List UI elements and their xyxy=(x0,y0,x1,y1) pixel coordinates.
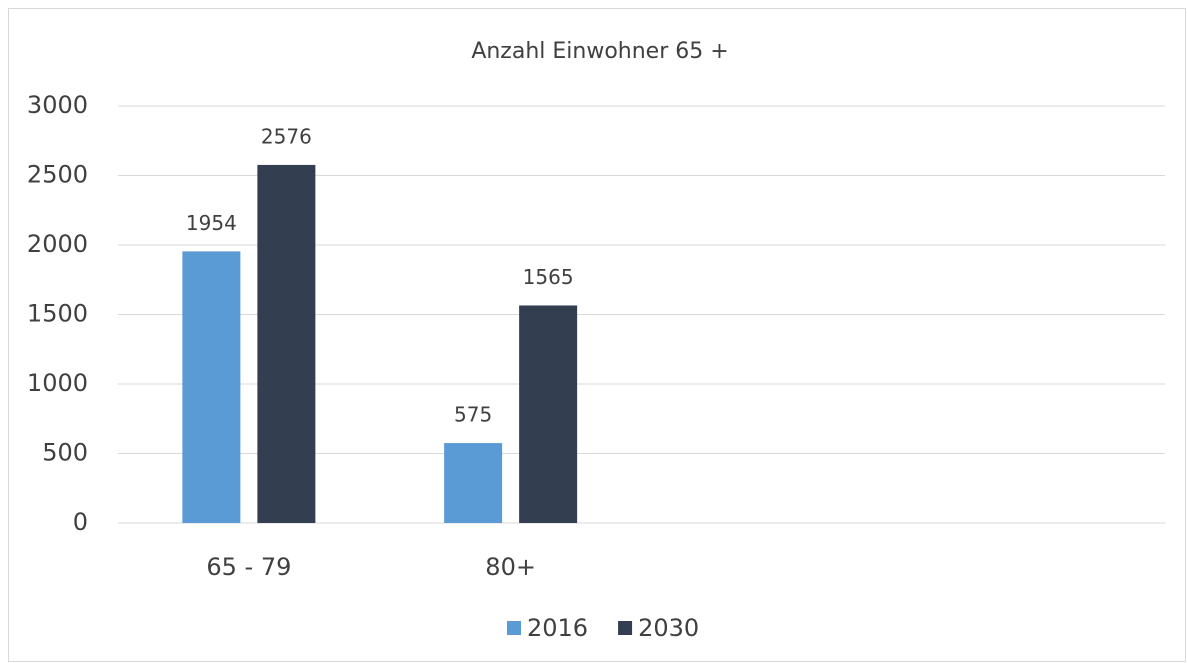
bar xyxy=(444,443,503,523)
y-tick-label: 3000 xyxy=(27,91,88,119)
y-tick-label: 500 xyxy=(42,439,88,467)
y-tick-label: 2500 xyxy=(27,161,88,189)
bar xyxy=(519,305,578,523)
x-tick-label: 80+ xyxy=(485,553,536,581)
bar xyxy=(182,251,241,524)
legend-swatch xyxy=(618,621,633,635)
y-tick-label: 1500 xyxy=(27,300,88,328)
legend-swatch xyxy=(507,621,521,635)
x-tick-label: 65 - 79 xyxy=(206,553,291,581)
legend-label: 2030 xyxy=(638,614,699,642)
data-label: 1954 xyxy=(186,211,237,235)
legend-label: 2016 xyxy=(527,614,588,642)
bar xyxy=(257,164,316,523)
y-tick-label: 1000 xyxy=(27,369,88,397)
data-label: 575 xyxy=(454,403,492,427)
data-label: 1565 xyxy=(523,265,574,289)
data-label: 2576 xyxy=(261,124,312,148)
chart-title: Anzahl Einwohner 65 + xyxy=(471,39,728,64)
y-tick-label: 0 xyxy=(73,508,88,536)
y-tick-label: 2000 xyxy=(27,230,88,258)
